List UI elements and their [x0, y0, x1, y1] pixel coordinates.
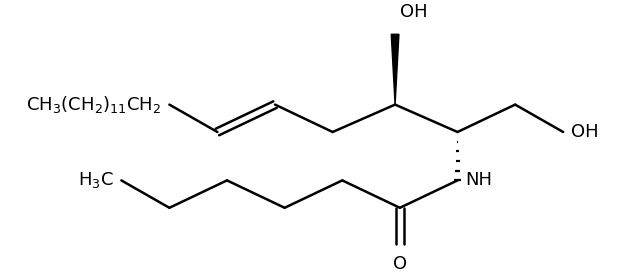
Polygon shape [391, 34, 399, 105]
Text: NH: NH [465, 171, 492, 189]
Text: OH: OH [400, 2, 428, 20]
Text: H$_3$C: H$_3$C [78, 170, 114, 190]
Text: OH: OH [571, 123, 598, 141]
Text: CH$_3$(CH$_2$)$_{11}$CH$_2$: CH$_3$(CH$_2$)$_{11}$CH$_2$ [26, 94, 162, 115]
Text: O: O [393, 255, 407, 273]
